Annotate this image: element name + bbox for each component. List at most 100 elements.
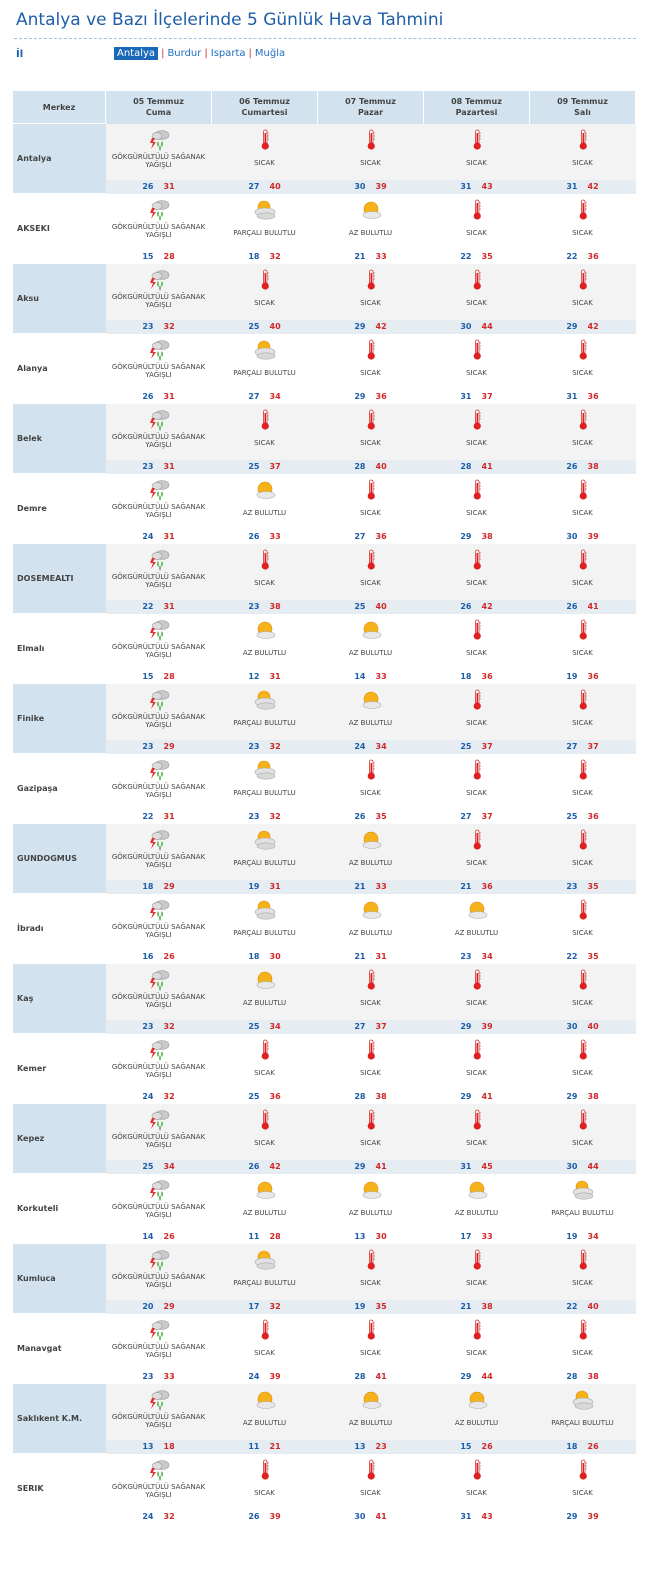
max-temp: 26 <box>163 952 175 961</box>
forecast-row: Kumluca GÖKGÜRÜLTÜLÜ SAĞANAK YAĞIŞLI PARÇA… <box>13 1243 636 1314</box>
partly-cloudy-icon <box>253 1249 277 1271</box>
min-temp: 25 <box>248 1092 260 1101</box>
temperature-cell: 25 40 <box>211 319 318 334</box>
temperature-row: 24 32 26 39 30 41 31 43 29 39 <box>13 1510 636 1524</box>
min-temp: 25 <box>142 1162 154 1171</box>
thermometer-icon <box>359 1109 383 1131</box>
temperature-cell: 31 42 <box>529 179 636 194</box>
forecast-cell: SICAK <box>423 963 530 1020</box>
temperature-cell: 29 39 <box>423 1019 530 1034</box>
min-temp: 31 <box>460 182 472 191</box>
thermometer-icon <box>359 759 383 781</box>
storm-icon <box>147 619 171 641</box>
province-link-burdur[interactable]: Burdur <box>167 48 202 59</box>
forecast-cell: SICAK <box>529 963 636 1020</box>
thermometer-icon <box>359 129 383 151</box>
temperature-cell: 21 33 <box>317 879 424 894</box>
forecast-cell: GÖKGÜRÜLTÜLÜ SAĞANAK YAĞIŞLI <box>105 963 212 1020</box>
nav-separator: | <box>161 48 165 59</box>
condition-text: SICAK <box>360 508 381 517</box>
temperature-cell: 30 39 <box>530 530 636 544</box>
table-header-row: Merkez 05 Temmuz Cuma 06 Temmuz Cumartesi … <box>13 91 636 124</box>
temperature-cell: 11 28 <box>212 1230 318 1244</box>
temperature-cell: 24 31 <box>106 530 212 544</box>
temperature-row: 14 26 11 28 13 30 17 33 19 34 <box>13 1230 636 1244</box>
min-temp: 27 <box>460 812 472 821</box>
temperature-cell: 15 28 <box>106 670 212 684</box>
temperature-cell: 25 34 <box>105 1159 212 1174</box>
forecast-cell: SICAK <box>424 334 530 390</box>
partly-cloudy-icon <box>253 339 277 361</box>
forecast-cell: SICAK <box>423 683 530 740</box>
condition-text: GÖKGÜRÜLTÜLÜ SAĞANAK YAĞIŞLI <box>111 1132 206 1149</box>
max-temp: 40 <box>269 322 281 331</box>
forecast-cell: GÖKGÜRÜLTÜLÜ SAĞANAK YAĞIŞLI <box>105 1383 212 1440</box>
min-temp: 13 <box>354 1442 366 1451</box>
condition-text: SICAK <box>466 648 487 657</box>
nav-separator: | <box>248 48 252 59</box>
min-temp: 22 <box>566 1302 578 1311</box>
max-temp: 32 <box>163 322 175 331</box>
temperature-cell: 18 36 <box>424 670 530 684</box>
thermometer-icon <box>359 1319 383 1341</box>
thermometer-icon <box>253 1039 277 1061</box>
temperature-row: 23 32 25 40 29 42 30 44 29 42 <box>13 319 636 334</box>
forecast-row: Manavgat GÖKGÜRÜLTÜLÜ SAĞANAK YAĞIŞLI SICA… <box>13 1313 636 1384</box>
min-temp: 25 <box>248 1022 260 1031</box>
condition-text: SICAK <box>254 578 275 587</box>
forecast-cell: SICAK <box>317 1103 424 1160</box>
temperature-cell: 25 36 <box>212 1090 318 1104</box>
min-temp: 18 <box>460 672 472 681</box>
province-link-antalya[interactable]: Antalya <box>114 47 159 60</box>
mostly-sunny-icon <box>253 969 277 991</box>
forecast-cell: AZ BULUTLU <box>317 1383 424 1440</box>
temperature-cell: 23 29 <box>105 739 212 754</box>
city-name: Saklıkent K.M. <box>13 1383 106 1454</box>
forecast-cell: GÖKGÜRÜLTÜLÜ SAĞANAK YAĞIŞLI <box>106 474 212 530</box>
max-temp: 33 <box>269 532 281 541</box>
condition-text: AZ BULUTLU <box>348 1418 393 1427</box>
forecast-cell: SICAK <box>529 823 636 880</box>
condition-text: SICAK <box>254 298 275 307</box>
thermometer-icon <box>571 1109 595 1131</box>
forecast-row: Saklıkent K.M. GÖKGÜRÜLTÜLÜ SAĞANAK YAĞIŞ… <box>13 1383 636 1454</box>
min-temp: 31 <box>460 1162 472 1171</box>
thermometer-icon <box>359 1459 383 1481</box>
temperature-cell: 22 31 <box>106 810 212 824</box>
forecast-cell: AZ BULUTLU <box>211 1383 318 1440</box>
day-weekday: Cumartesi <box>241 108 288 118</box>
min-temp: 16 <box>142 952 154 961</box>
storm-icon <box>147 1459 171 1481</box>
min-temp: 26 <box>248 1512 260 1521</box>
temperature-cell: 22 36 <box>530 250 636 264</box>
max-temp: 31 <box>269 672 281 681</box>
min-temp: 19 <box>566 672 578 681</box>
max-temp: 31 <box>163 812 175 821</box>
max-temp: 38 <box>269 602 281 611</box>
mostly-sunny-icon <box>465 1179 489 1201</box>
max-temp: 36 <box>481 882 493 891</box>
max-temp: 31 <box>163 392 175 401</box>
forecast-cell: GÖKGÜRÜLTÜLÜ SAĞANAK YAĞIŞLI <box>105 123 212 180</box>
min-temp: 27 <box>248 182 260 191</box>
province-link-mugla[interactable]: Muğla <box>254 48 286 59</box>
min-temp: 23 <box>142 1372 154 1381</box>
max-temp: 38 <box>587 1372 599 1381</box>
forecast-cell: SICAK <box>211 263 318 320</box>
forecast-cell: SICAK <box>211 1103 318 1160</box>
temperature-row: 13 18 11 21 13 23 15 26 18 26 <box>13 1439 636 1454</box>
forecast-cell: AZ BULUTLU <box>211 963 318 1020</box>
thermometer-icon <box>571 969 595 991</box>
min-temp: 24 <box>142 1512 154 1521</box>
mostly-sunny-icon <box>465 899 489 921</box>
forecast-cell: PARÇALI BULUTLU <box>212 894 318 950</box>
max-temp: 32 <box>163 1512 175 1521</box>
thermometer-icon <box>571 1459 595 1481</box>
forecast-cell: SICAK <box>317 963 424 1020</box>
min-temp: 22 <box>566 952 578 961</box>
forecast-cell: SICAK <box>424 614 530 670</box>
province-link-isparta[interactable]: Isparta <box>210 48 246 59</box>
min-temp: 21 <box>354 252 366 261</box>
forecast-row: Kepez GÖKGÜRÜLTÜLÜ SAĞANAK YAĞIŞLI SICAK SI… <box>13 1103 636 1174</box>
condition-text: SICAK <box>572 718 593 727</box>
